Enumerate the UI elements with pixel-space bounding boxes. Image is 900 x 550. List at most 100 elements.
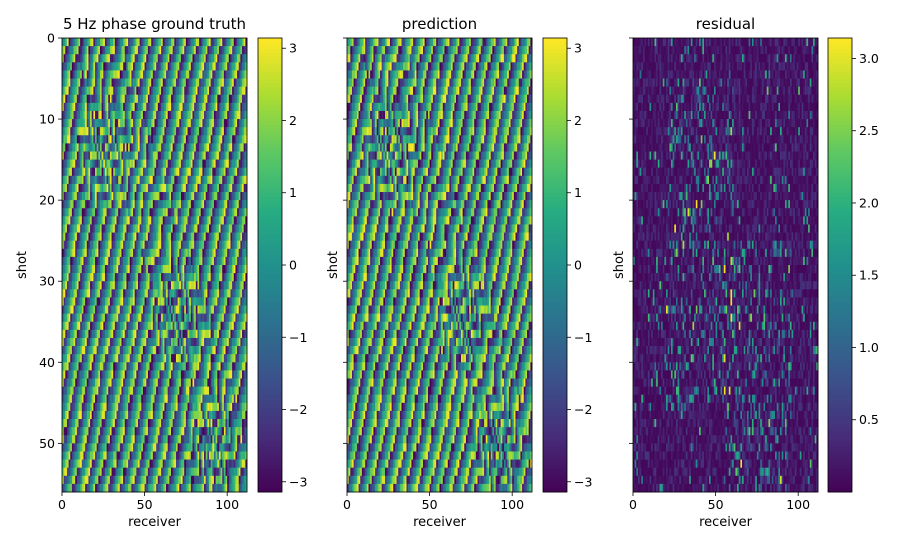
heatmap-cell xyxy=(164,248,167,258)
heatmap-cell xyxy=(114,167,117,177)
heatmap-cell xyxy=(91,273,94,282)
heatmap-cell xyxy=(118,167,121,177)
heatmap-cell xyxy=(200,208,203,217)
heatmap-cell xyxy=(171,265,174,274)
heatmap-cell xyxy=(177,208,180,217)
heatmap-cell xyxy=(116,183,119,193)
heatmap-cell xyxy=(215,86,218,96)
heatmap-cell xyxy=(133,273,136,282)
heatmap-cell xyxy=(167,289,170,298)
heatmap-cell xyxy=(202,273,205,282)
heatmap-cell xyxy=(232,38,235,47)
heatmap-cell xyxy=(68,256,71,266)
heatmap-cell xyxy=(207,119,210,128)
heatmap-cell xyxy=(223,54,226,63)
heatmap-cell xyxy=(233,110,236,120)
heatmap-cell xyxy=(146,386,149,396)
heatmap-cell xyxy=(222,102,225,112)
heatmap-cell xyxy=(237,297,240,306)
heatmap-cell xyxy=(161,102,164,112)
heatmap-cell xyxy=(70,362,73,371)
heatmap-cell xyxy=(232,208,235,217)
heatmap-cell xyxy=(85,289,88,298)
heatmap-cell xyxy=(126,289,129,298)
heatmap-cell xyxy=(76,248,79,258)
heatmap-cell xyxy=(232,297,235,306)
heatmap-cell xyxy=(172,62,175,71)
heatmap-cell xyxy=(182,135,185,144)
heatmap-cell xyxy=(118,38,121,47)
heatmap-cell xyxy=(71,232,74,242)
heatmap-cell xyxy=(177,143,180,152)
heatmap-cell xyxy=(76,102,79,112)
heatmap-cell xyxy=(230,86,233,96)
heatmap-cell xyxy=(147,159,150,169)
heatmap-cell xyxy=(149,273,152,282)
heatmap-cell xyxy=(207,208,210,217)
heatmap-cell xyxy=(213,38,216,47)
heatmap-cell xyxy=(106,167,109,177)
heatmap-cell xyxy=(129,289,132,298)
heatmap-cell xyxy=(78,151,81,160)
heatmap-cell xyxy=(217,216,220,225)
heatmap-cell xyxy=(71,378,74,387)
heatmap-cell xyxy=(238,208,241,217)
heatmap-cell xyxy=(227,127,230,136)
heatmap-cell xyxy=(95,224,98,233)
heatmap-cell xyxy=(190,200,193,209)
heatmap-cell xyxy=(101,386,104,396)
heatmap-cell xyxy=(90,200,93,209)
heatmap-cell xyxy=(63,256,66,266)
heatmap-cell xyxy=(149,386,152,396)
heatmap-cell xyxy=(242,346,245,355)
heatmap-cell xyxy=(147,354,150,363)
heatmap-cell xyxy=(119,135,122,144)
heatmap-cell xyxy=(162,208,165,217)
heatmap-cell xyxy=(63,329,66,339)
heatmap-cell xyxy=(62,240,64,250)
heatmap-cell xyxy=(109,151,112,160)
heatmap-cell xyxy=(99,305,102,314)
heatmap-cell xyxy=(202,127,205,136)
heatmap-cell xyxy=(222,248,225,258)
heatmap-cell xyxy=(142,167,145,177)
heatmap-cell xyxy=(230,94,233,104)
heatmap-cell xyxy=(116,167,119,177)
heatmap-cell xyxy=(124,62,127,71)
heatmap-cell xyxy=(182,232,185,242)
heatmap-cell xyxy=(235,329,238,339)
heatmap-cell xyxy=(156,159,159,169)
heatmap-cell xyxy=(195,232,198,242)
heatmap-cell xyxy=(126,183,129,193)
heatmap-cell xyxy=(81,200,84,209)
heatmap-cell xyxy=(71,127,74,136)
heatmap-cell xyxy=(202,305,205,314)
heatmap-cell xyxy=(240,289,243,298)
heatmap-cell xyxy=(235,240,238,250)
heatmap-cell xyxy=(131,151,134,160)
heatmap-cell xyxy=(200,94,203,104)
heatmap-cell xyxy=(65,151,68,160)
heatmap-cell xyxy=(210,329,213,339)
heatmap-cell xyxy=(166,354,169,363)
heatmap-cell xyxy=(162,143,165,152)
heatmap-cell xyxy=(93,167,96,177)
heatmap-cell xyxy=(213,192,216,201)
heatmap-cell xyxy=(171,78,174,87)
heatmap-cell xyxy=(128,192,131,201)
heatmap-cell xyxy=(101,46,104,55)
heatmap-cell xyxy=(174,297,177,306)
heatmap-cell xyxy=(210,143,213,152)
heatmap-cell xyxy=(133,159,136,169)
heatmap-cell xyxy=(108,216,111,225)
heatmap-cell xyxy=(161,78,164,87)
heatmap-cell xyxy=(228,386,231,396)
heatmap-cell xyxy=(88,167,91,177)
heatmap-cell xyxy=(190,281,193,290)
heatmap-cell xyxy=(205,362,208,371)
heatmap-cell xyxy=(197,337,200,347)
heatmap-cell xyxy=(111,70,114,79)
heatmap-cell xyxy=(218,346,221,355)
heatmap-cell xyxy=(190,297,193,306)
heatmap-cell xyxy=(172,370,175,379)
